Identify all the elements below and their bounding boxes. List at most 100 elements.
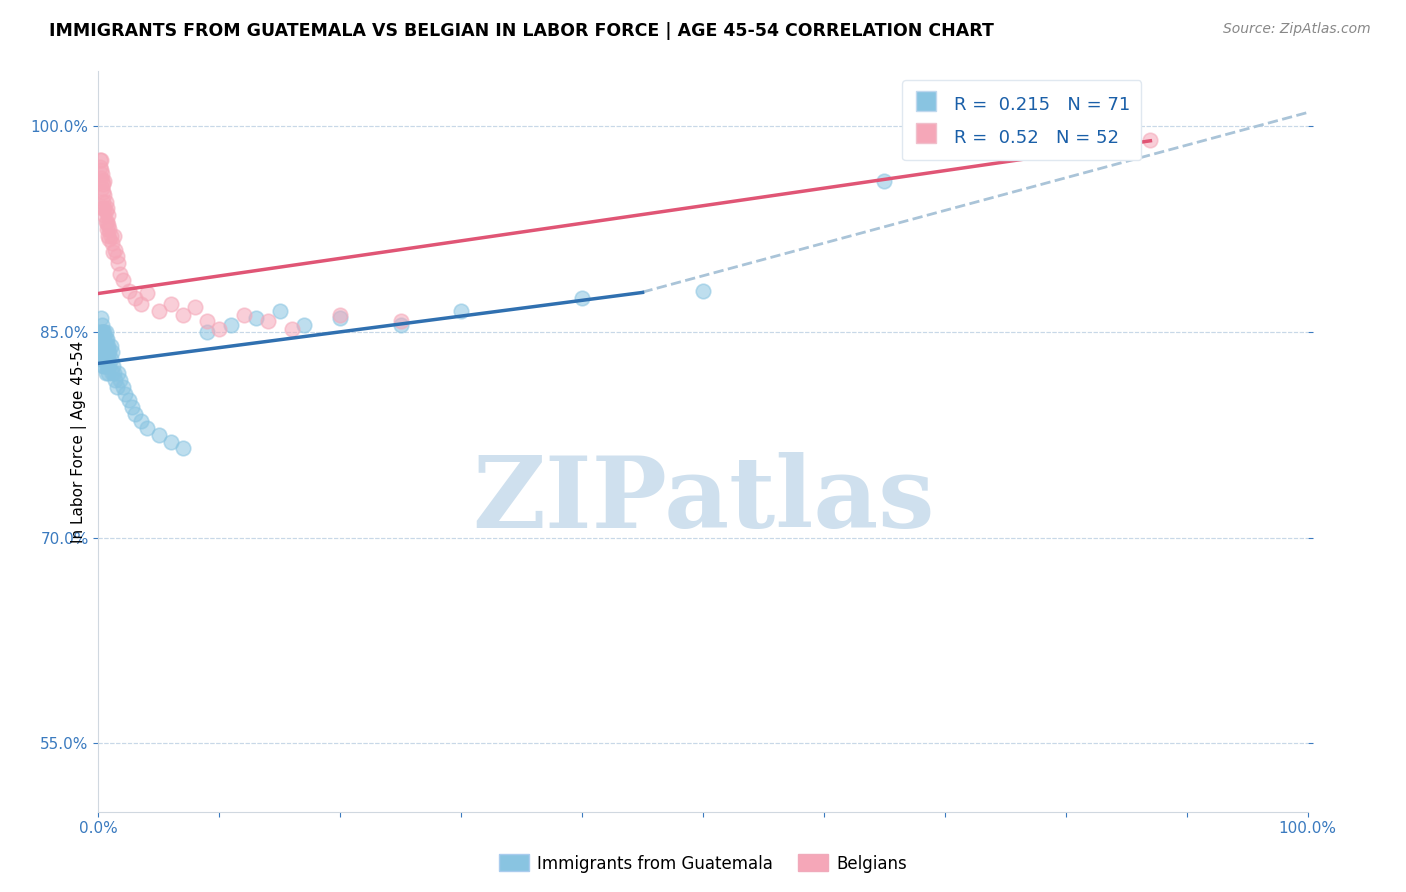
Point — [89, 345, 111, 359]
Point — [90, 338, 112, 352]
Point — [98, 222, 121, 236]
Point — [94, 204, 117, 219]
Point — [97, 366, 120, 380]
Point — [89, 161, 111, 175]
Point — [107, 256, 129, 270]
Point — [90, 311, 112, 326]
Point — [118, 393, 141, 408]
Point — [94, 345, 117, 359]
Point — [97, 228, 120, 243]
Point — [90, 325, 112, 339]
Point — [450, 304, 472, 318]
Point — [100, 366, 122, 380]
Point — [269, 304, 291, 318]
Point — [135, 286, 157, 301]
Point — [245, 311, 267, 326]
Point — [94, 366, 117, 380]
Point — [91, 185, 114, 199]
Point — [90, 345, 112, 359]
Point — [93, 174, 115, 188]
Point — [160, 434, 183, 449]
Point — [232, 309, 254, 323]
Point — [96, 338, 118, 352]
Point — [89, 338, 111, 352]
Point — [100, 338, 122, 352]
Point — [93, 345, 115, 359]
Point — [111, 273, 134, 287]
Point — [292, 318, 315, 332]
Point — [129, 414, 152, 428]
Point — [692, 284, 714, 298]
Point — [135, 421, 157, 435]
Point — [94, 332, 117, 346]
Point — [91, 167, 114, 181]
Point — [93, 332, 115, 346]
Point — [172, 442, 194, 456]
Point — [124, 291, 146, 305]
Point — [114, 386, 136, 401]
Point — [160, 297, 183, 311]
Point — [90, 332, 112, 346]
Point — [108, 267, 131, 281]
Point — [104, 243, 127, 257]
Point — [94, 325, 117, 339]
Point — [121, 401, 143, 415]
Point — [91, 202, 114, 216]
Point — [93, 325, 115, 339]
Point — [172, 309, 194, 323]
Point — [148, 304, 170, 318]
Point — [104, 373, 127, 387]
Point — [105, 250, 128, 264]
Point — [94, 194, 117, 209]
Legend: Immigrants from Guatemala, Belgians: Immigrants from Guatemala, Belgians — [492, 847, 914, 880]
Point — [91, 181, 114, 195]
Point — [91, 325, 114, 339]
Point — [873, 174, 896, 188]
Point — [91, 194, 114, 209]
Point — [91, 325, 114, 339]
Point — [101, 359, 124, 373]
Point — [91, 338, 114, 352]
Point — [91, 174, 114, 188]
Point — [96, 222, 118, 236]
Point — [90, 153, 112, 168]
Point — [389, 314, 412, 328]
Text: Source: ZipAtlas.com: Source: ZipAtlas.com — [1223, 22, 1371, 37]
Point — [571, 291, 593, 305]
Point — [100, 235, 122, 250]
Point — [91, 338, 114, 352]
Point — [329, 309, 352, 323]
Point — [96, 332, 118, 346]
Point — [96, 215, 118, 229]
Point — [96, 359, 118, 373]
Point — [90, 171, 112, 186]
Point — [94, 215, 117, 229]
Point — [90, 163, 112, 178]
Point — [91, 332, 114, 346]
Point — [101, 245, 124, 260]
Point — [93, 187, 115, 202]
Point — [208, 322, 231, 336]
Point — [90, 352, 112, 367]
Point — [93, 338, 115, 352]
Point — [94, 338, 117, 352]
Point — [329, 311, 352, 326]
Point — [91, 359, 114, 373]
Point — [100, 228, 122, 243]
Point — [221, 318, 243, 332]
Point — [91, 332, 114, 346]
Point — [98, 232, 121, 246]
Point — [129, 297, 152, 311]
Point — [389, 318, 412, 332]
Point — [91, 345, 114, 359]
Point — [111, 380, 134, 394]
Point — [103, 366, 125, 380]
Point — [256, 314, 278, 328]
Point — [103, 228, 125, 243]
Point — [100, 352, 122, 367]
Point — [98, 345, 121, 359]
Point — [93, 359, 115, 373]
Point — [91, 318, 114, 332]
Point — [195, 325, 218, 339]
Point — [89, 338, 111, 352]
